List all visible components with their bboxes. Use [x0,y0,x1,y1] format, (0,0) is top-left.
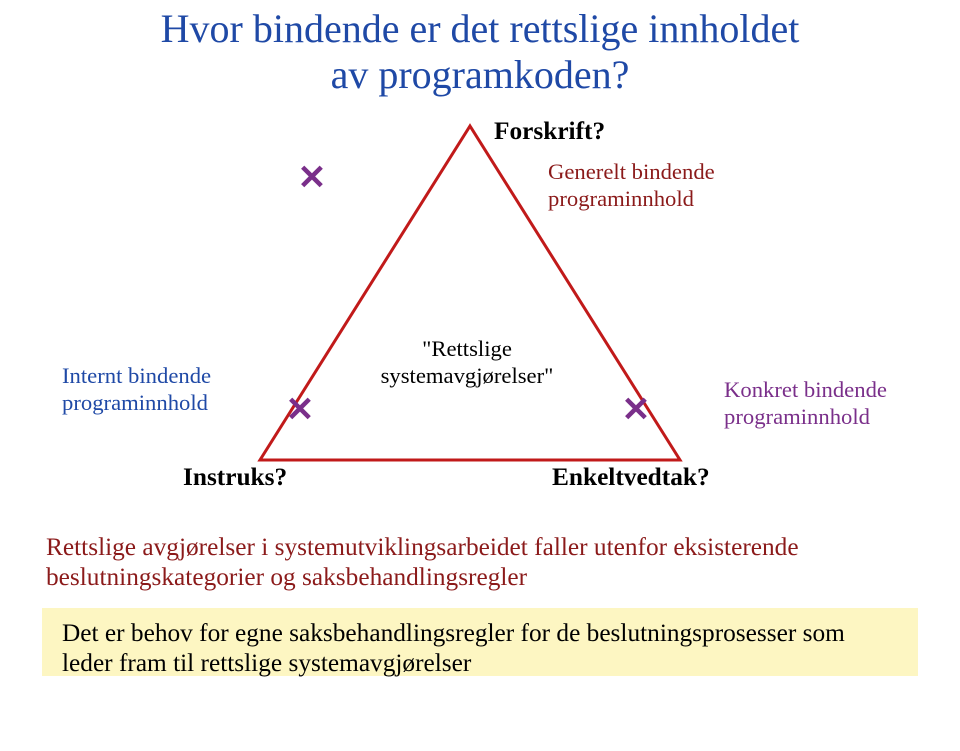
label-internt-l1: Internt bindende [62,363,211,388]
label-konkret-l2: programinnhold [724,404,870,429]
label-sysavg-l1: "Rettslige [422,336,512,361]
label-instruks: Instruks? [183,462,287,492]
label-instruks-text: Instruks? [183,463,287,491]
paragraph-2: Det er behov for egne saksbehandlingsreg… [62,618,845,679]
title-line-2: av programkoden? [331,52,630,97]
label-konkret: Konkret bindende programinnhold [724,376,887,430]
label-konkret-l1: Konkret bindende [724,377,887,402]
diagram-canvas: Hvor bindende er det rettslige innholdet… [0,0,960,751]
label-internt: Internt bindende programinnhold [62,362,211,416]
para1-l1: Rettslige avgjørelser i systemutviklings… [46,533,799,561]
label-sysavg-l2: systemavgjørelser" [381,363,554,388]
cross-mark-left: ✕ [285,390,314,430]
label-enkeltvedtak: Enkeltvedtak? [552,462,710,492]
title-line-1: Hvor bindende er det rettslige innholdet [161,6,800,51]
label-enkeltvedtak-text: Enkeltvedtak? [552,463,710,491]
cross-mark-top: ✕ [297,158,326,198]
page-title: Hvor bindende er det rettslige innholdet… [0,6,960,98]
para2-l1: Det er behov for egne saksbehandlingsreg… [62,619,845,647]
label-systemavgjorelser: "Rettslige systemavgjørelser" [350,332,584,392]
label-internt-l2: programinnhold [62,390,208,415]
cross-mark-right: ✕ [621,390,650,430]
para2-l2: leder fram til rettslige systemavgjørels… [62,649,471,677]
para1-l2: beslutningskategorier og saksbehandlings… [46,563,527,591]
paragraph-1: Rettslige avgjørelser i systemutviklings… [46,532,799,593]
